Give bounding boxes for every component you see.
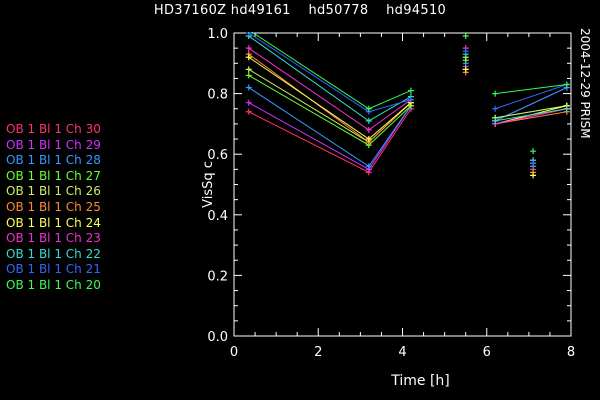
data-point (492, 90, 499, 97)
data-point (245, 72, 252, 79)
series-line (250, 32, 412, 110)
legend-entry: OB 1 Bl 1 Ch 29 (6, 137, 101, 152)
legend-entry: OB 1 Bl 1 Ch 25 (6, 199, 101, 214)
data-point (462, 48, 469, 55)
chart-title: HD37160Z hd49161 hd50778 hd94510 (153, 3, 447, 18)
series-line (495, 84, 567, 95)
data-point (245, 99, 252, 106)
data-point (245, 32, 252, 36)
series-line (248, 68, 412, 143)
data-point (248, 32, 250, 33)
series-2 (248, 87, 567, 168)
legend-entry: OB 1 Bl 1 Ch 26 (6, 184, 101, 199)
legend: OB 1 Bl 1 Ch 30 OB 1 Bl 1 Ch 29 OB 1 Bl 1 … (6, 122, 101, 294)
data-point (245, 84, 252, 91)
x-tick-label: 0 (230, 345, 238, 360)
x-tick-label: 8 (567, 345, 575, 360)
y-tick-label: 1.0 (207, 27, 228, 42)
data-point (530, 148, 537, 155)
data-point (462, 33, 469, 40)
series-line (495, 105, 567, 119)
legend-entry: OB 1 Bl 1 Ch 21 (6, 262, 101, 277)
y-tick-label: 0.6 (207, 148, 228, 163)
x-tick-label: 2 (314, 345, 322, 360)
legend-entry: OB 1 Bl 1 Ch 30 (6, 122, 101, 136)
data-point (245, 66, 252, 73)
x-tick-label: 4 (398, 345, 406, 360)
y-tick-label: 0.8 (207, 88, 228, 103)
legend-entry: OB 1 Bl 1 Ch 24 (6, 215, 101, 230)
data-point (492, 105, 499, 112)
x-axis-label: Time [h] (390, 373, 450, 389)
data-point (492, 117, 499, 124)
data-point (462, 66, 469, 73)
data-point (365, 126, 372, 133)
data-point (563, 105, 570, 112)
axes-frame (233, 32, 572, 337)
data-point (563, 81, 570, 88)
data-point (245, 54, 252, 61)
legend-entry: OB 1 Bl 1 Ch 27 (6, 168, 101, 183)
legend-entry: OB 1 Bl 1 Ch 28 (6, 153, 101, 168)
data-point (365, 163, 372, 170)
data-point (365, 105, 372, 112)
data-point (407, 87, 414, 94)
series-line (248, 56, 412, 140)
x-tick-label: 6 (483, 345, 491, 360)
series-9 (248, 32, 567, 113)
y-tick-label: 0.4 (207, 209, 228, 224)
legend-entry: OB 1 Bl 1 Ch 23 (6, 231, 101, 246)
data-point (407, 96, 414, 103)
y-tick-label: 0.0 (207, 330, 228, 345)
data-point (365, 136, 372, 143)
series-line (248, 87, 412, 168)
data-point (245, 108, 252, 115)
series-line (495, 108, 567, 122)
y-axis-label: VisSq c (201, 161, 216, 208)
legend-entry: OB 1 Bl 1 Ch 22 (6, 246, 101, 261)
data-point (530, 160, 537, 167)
y-tick-label: 0.2 (207, 269, 228, 284)
legend-entry: OB 1 Bl 1 Ch 20 (6, 277, 101, 292)
series-line (495, 84, 567, 110)
data-point (530, 172, 537, 179)
series-1 (248, 87, 567, 171)
data-point (245, 45, 252, 52)
data-point (365, 117, 372, 124)
